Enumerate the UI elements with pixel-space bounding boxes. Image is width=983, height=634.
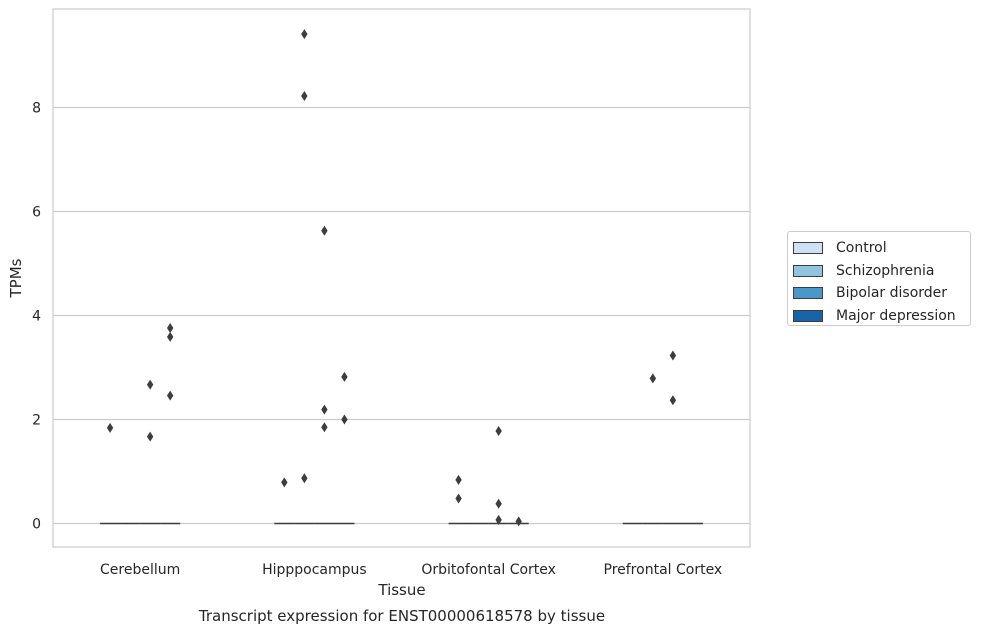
y-tick-label: 0	[32, 517, 41, 533]
outlier-point	[166, 322, 174, 333]
outlier-point	[649, 373, 657, 384]
legend-item: Major depression	[788, 305, 970, 328]
outlier-point	[455, 474, 462, 485]
y-axis-label: TPMs	[7, 258, 25, 298]
outlier-point	[146, 431, 154, 442]
outlier-point	[146, 379, 154, 390]
y-tick-labels: 0 2 4 6 8	[32, 101, 41, 533]
y-tick-label: 8	[32, 101, 41, 117]
legend-swatch	[793, 242, 823, 255]
y-tick-label: 6	[32, 205, 41, 221]
x-tick-label: Orbitofontal Cortex	[421, 562, 556, 578]
legend: Control Schizophrenia Bipolar disorder Majo…	[787, 231, 971, 326]
legend-label: Schizophrenia	[836, 262, 935, 279]
outlier-point	[455, 493, 462, 504]
legend-item: Bipolar disorder	[788, 282, 970, 305]
outlier-point	[301, 91, 308, 102]
outlier-point	[495, 425, 502, 436]
y-tick-label: 2	[32, 413, 41, 429]
outlier-point	[166, 331, 174, 342]
outlier-point	[321, 225, 328, 236]
outlier-point	[301, 473, 308, 484]
legend-item: Control	[788, 237, 970, 260]
legend-label: Control	[836, 240, 887, 257]
outliers	[106, 29, 677, 527]
outlier-point	[669, 395, 677, 406]
outlier-point	[341, 414, 348, 425]
outlier-point	[341, 371, 348, 382]
outlier-point	[106, 422, 114, 433]
y-tick-label: 4	[32, 309, 41, 325]
outlier-point	[515, 516, 522, 527]
legend-label: Major depression	[836, 307, 956, 324]
x-tick-labels: Cerebellum Hipppocampus Orbitofontal Corte…	[100, 562, 722, 578]
legend-swatch	[793, 287, 823, 300]
outlier-point	[495, 514, 502, 525]
legend-swatch	[793, 309, 823, 322]
outlier-point	[166, 390, 174, 401]
outlier-point	[281, 477, 288, 488]
outlier-point	[669, 350, 677, 361]
chart-title: Transcript expression for ENST0000061857…	[198, 607, 605, 625]
outlier-point	[321, 404, 328, 415]
x-tick-label: Hipppocampus	[262, 562, 367, 578]
outlier-point	[301, 29, 308, 40]
legend-item: Schizophrenia	[788, 260, 970, 283]
plot-frame	[52, 8, 751, 548]
x-tick-label: Prefrontal Cortex	[604, 562, 723, 578]
outlier-point	[495, 498, 502, 509]
legend-swatch	[793, 264, 823, 277]
x-tick-label: Cerebellum	[100, 562, 180, 578]
legend-label: Bipolar disorder	[836, 285, 948, 302]
x-axis-label: Tissue	[377, 581, 425, 599]
gridlines	[53, 106, 750, 525]
outlier-point	[321, 422, 328, 433]
